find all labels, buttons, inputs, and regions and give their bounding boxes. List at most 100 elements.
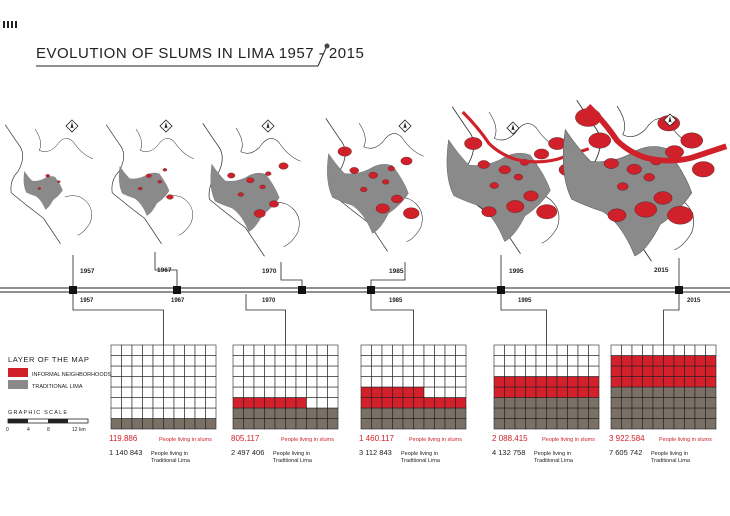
waffle-cell bbox=[205, 344, 217, 356]
waffle-cell bbox=[423, 407, 435, 419]
waffle-cell bbox=[232, 376, 244, 388]
waffle-1970: 805.117 People living in slums 2 497 406 Pe… bbox=[231, 294, 339, 464]
waffle-cell bbox=[306, 344, 318, 356]
waffle-cell bbox=[194, 365, 206, 377]
north-arrow-icon bbox=[663, 113, 677, 127]
trad-people-value: 2 497 406 bbox=[231, 448, 264, 457]
waffle-cell bbox=[194, 418, 206, 430]
waffle-cell bbox=[285, 407, 297, 419]
north-arrow-icon bbox=[159, 119, 173, 133]
waffle-cell bbox=[264, 355, 276, 367]
waffle-cell bbox=[514, 355, 526, 367]
waffle-cell bbox=[444, 344, 456, 356]
waffle-cell bbox=[316, 418, 328, 430]
waffle-cell bbox=[194, 386, 206, 398]
waffle-cell bbox=[360, 376, 372, 388]
waffle-cell bbox=[152, 376, 164, 388]
map-connector-1970 bbox=[280, 262, 303, 286]
waffle-cell bbox=[610, 344, 622, 356]
waffle-cell bbox=[556, 376, 568, 388]
trad-people-value: 1 140 843 bbox=[109, 448, 142, 457]
waffle-cell bbox=[455, 407, 467, 419]
waffle-cell bbox=[295, 355, 307, 367]
waffle-cell bbox=[285, 344, 297, 356]
waffle-cell bbox=[360, 407, 372, 419]
waffle-cell bbox=[556, 407, 568, 419]
waffle-cell bbox=[152, 355, 164, 367]
legend-label-traditional: TRADITIONAL LIMA bbox=[32, 384, 83, 390]
corner-marks bbox=[3, 21, 17, 28]
waffle-cell bbox=[673, 355, 685, 367]
waffle-cell bbox=[110, 355, 122, 367]
waffle-cell bbox=[264, 376, 276, 388]
waffle-cell bbox=[205, 365, 217, 377]
waffle-cell bbox=[577, 376, 589, 388]
waffle-cell bbox=[360, 344, 372, 356]
waffle-cell bbox=[131, 355, 143, 367]
waffle-cell bbox=[402, 407, 414, 419]
waffle-cell bbox=[163, 407, 175, 419]
waffle-cell bbox=[423, 418, 435, 430]
waffle-cell bbox=[694, 397, 706, 409]
lima-map-1967 bbox=[105, 124, 194, 244]
waffle-cell bbox=[274, 344, 286, 356]
waffle-connector-1957 bbox=[72, 294, 164, 345]
waffle-cell bbox=[327, 344, 339, 356]
waffle-cell bbox=[631, 397, 643, 409]
waffle-cell bbox=[684, 376, 696, 388]
waffle-cell bbox=[392, 407, 404, 419]
waffle-cell bbox=[631, 344, 643, 356]
waffle-cell bbox=[444, 418, 456, 430]
waffle-cell bbox=[243, 344, 255, 356]
waffle-cell bbox=[663, 355, 675, 367]
waffle-cell bbox=[556, 365, 568, 377]
waffle-cell bbox=[504, 376, 516, 388]
waffle-cell bbox=[694, 365, 706, 377]
waffle-cell bbox=[631, 418, 643, 430]
waffle-cell bbox=[184, 355, 196, 367]
waffle-cell bbox=[413, 407, 425, 419]
waffle-cell bbox=[684, 397, 696, 409]
waffle-cell bbox=[327, 355, 339, 367]
waffle-cell bbox=[274, 407, 286, 419]
waffle-cell bbox=[392, 386, 404, 398]
waffle-cell bbox=[110, 344, 122, 356]
waffle-cell bbox=[173, 376, 185, 388]
waffle-cell bbox=[121, 355, 133, 367]
waffle-cell bbox=[243, 355, 255, 367]
waffle-cell bbox=[673, 418, 685, 430]
waffle-cell bbox=[285, 397, 297, 409]
trad-people-label: People living in bbox=[534, 451, 571, 457]
waffle-cell bbox=[577, 407, 589, 419]
waffle-cell bbox=[316, 407, 328, 419]
waffle-cell bbox=[642, 365, 654, 377]
waffle-cell bbox=[121, 376, 133, 388]
waffle-cell bbox=[588, 418, 600, 430]
waffle-cell bbox=[535, 344, 547, 356]
trad-people-label: People living in bbox=[401, 451, 438, 457]
waffle-cell bbox=[652, 386, 664, 398]
waffle-cell bbox=[610, 418, 622, 430]
timeline-markers: 1957 1957 1967 1967 1970 1970 1985 1985 1995 1995… bbox=[69, 252, 701, 304]
north-arrow-icon bbox=[398, 119, 412, 133]
waffle-cell bbox=[285, 355, 297, 367]
waffle-cell bbox=[514, 376, 526, 388]
timeline-marker-1985 bbox=[367, 286, 375, 294]
waffle-cell bbox=[232, 344, 244, 356]
scale-tick-0: 0 bbox=[6, 427, 9, 433]
waffle-cell bbox=[705, 386, 717, 398]
scale-tick-8: 8 bbox=[47, 427, 50, 433]
waffle-cell bbox=[423, 376, 435, 388]
waffle-cell bbox=[631, 376, 643, 388]
waffle-cell bbox=[205, 397, 217, 409]
waffle-cell bbox=[274, 376, 286, 388]
waffle-cell bbox=[567, 355, 579, 367]
waffle-cell bbox=[152, 386, 164, 398]
waffle-cell bbox=[173, 407, 185, 419]
waffle-cell bbox=[142, 407, 154, 419]
slum-people-label: People living in slums bbox=[281, 437, 334, 443]
waffle-cell bbox=[173, 365, 185, 377]
waffle-cell bbox=[131, 418, 143, 430]
waffle-cell bbox=[152, 365, 164, 377]
waffle-cell bbox=[631, 386, 643, 398]
